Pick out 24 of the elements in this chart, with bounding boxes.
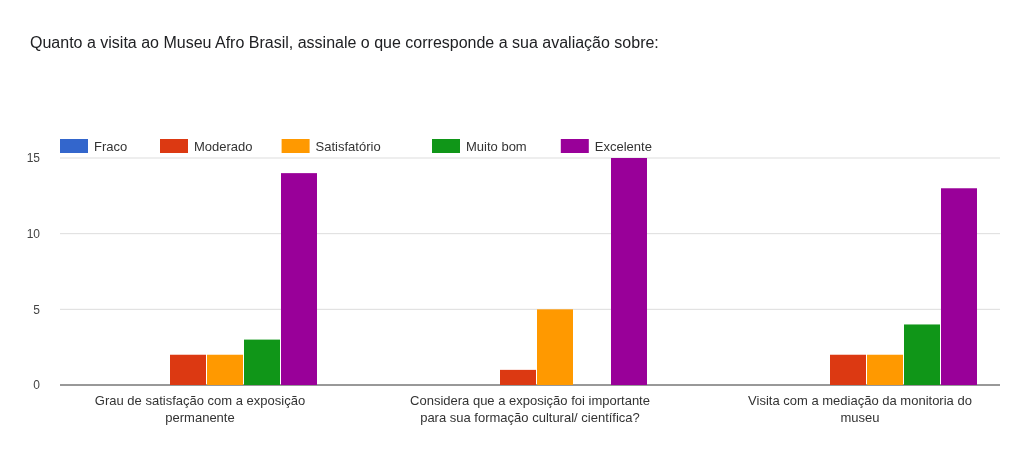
y-tick-label: 10 (26, 226, 41, 241)
bar (500, 369, 536, 385)
legend-label: Excelente (594, 138, 652, 154)
bar (537, 309, 573, 385)
x-tick-label: Considera que a exposição foi importante para sua formação cultural/ científica? (410, 393, 650, 425)
y-tick-label: 15 (26, 151, 41, 166)
legend-label: Muito bom (466, 138, 527, 154)
bar (207, 354, 243, 385)
bar (611, 158, 647, 385)
bar (281, 173, 317, 385)
bar (941, 188, 977, 385)
y-tick-label: 0 (33, 378, 41, 393)
bar (904, 324, 940, 385)
bar (244, 339, 280, 385)
y-tick-label: 5 (33, 302, 41, 317)
x-tick-label: Visita com a mediação da monitoria do museu (748, 393, 972, 425)
bar (170, 354, 206, 385)
x-tick-label: Grau de satisfação com a exposição permanente (94, 393, 306, 425)
legend-label: Fraco (94, 138, 128, 154)
legend-label: Moderado (194, 138, 253, 154)
bar (867, 354, 903, 385)
bar (830, 354, 866, 385)
chart-title: Quanto a visita ao Museu Afro Brasil, assinale o que corresponde a sua avaliação sobre: (30, 34, 659, 51)
legend-label: Satisfatório (315, 138, 381, 154)
